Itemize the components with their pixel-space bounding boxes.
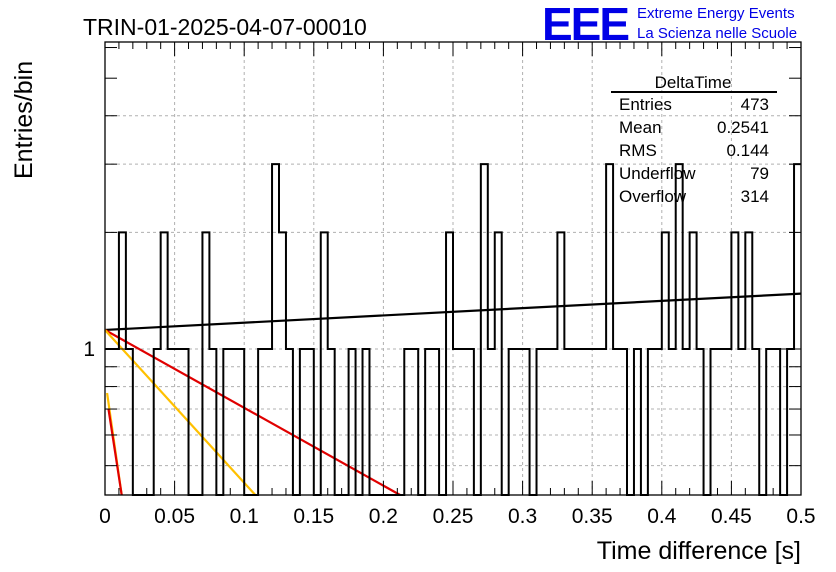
logo-line-2: La Scienza nelle Scuole [637,25,797,42]
eee-logo-mark: EEE [542,0,628,50]
stats-title: DeltaTime [655,73,732,92]
histogram-outline [105,163,801,496]
chart-title: TRIN-01-2025-04-07-00010 [83,14,367,40]
y-tick-label: 1 [83,338,95,361]
fit-curve [107,408,123,496]
x-tick-label: 0.25 [433,505,474,528]
stats-label: Entries [619,95,672,114]
x-tick-label: 0.45 [711,505,752,528]
stats-value: 473 [741,95,769,114]
y-tick-labels: 1 [83,338,95,361]
x-tick-label: 0.35 [572,505,613,528]
fit-curve [104,329,257,496]
x-tick-label: 0.4 [647,505,677,528]
stats-value: 0.144 [726,141,769,160]
stats-value: 314 [741,187,769,206]
stats-box: DeltaTime Entries 473 Mean 0.2541 RMS 0.144 Un… [611,73,777,206]
axis-ticks [104,42,802,495]
x-tick-label: 0.2 [369,505,398,528]
x-tick-label: 0.5 [786,505,815,528]
y-axis-title: Entries/bin [10,61,38,179]
stats-value: 0.2541 [717,118,769,137]
stats-value: 79 [750,164,769,183]
x-tick-label: 0 [99,505,111,528]
x-tick-label: 0.15 [293,505,334,528]
x-tick-label: 0.1 [230,505,259,528]
stats-label: RMS [619,141,657,160]
logo-line-1: Extreme Energy Events [637,5,795,22]
stats-label: Overflow [619,187,687,206]
stats-rows: Entries 473 Mean 0.2541 RMS 0.144 Underflow 79 O… [619,95,769,206]
x-tick-labels: 0 0.05 0.1 0.15 0.2 0.25 0.3 0.35 0.4 0.45 0.5 [99,505,815,528]
eee-logo: EEE Extreme Energy Events La Scienza nel… [542,0,797,50]
x-axis-title: Time difference [s] [597,537,801,565]
x-tick-label: 0.3 [508,505,537,528]
x-tick-label: 0.05 [154,505,195,528]
histogram [105,163,801,496]
stats-label: Mean [619,118,662,137]
stats-label: Underflow [619,164,696,183]
